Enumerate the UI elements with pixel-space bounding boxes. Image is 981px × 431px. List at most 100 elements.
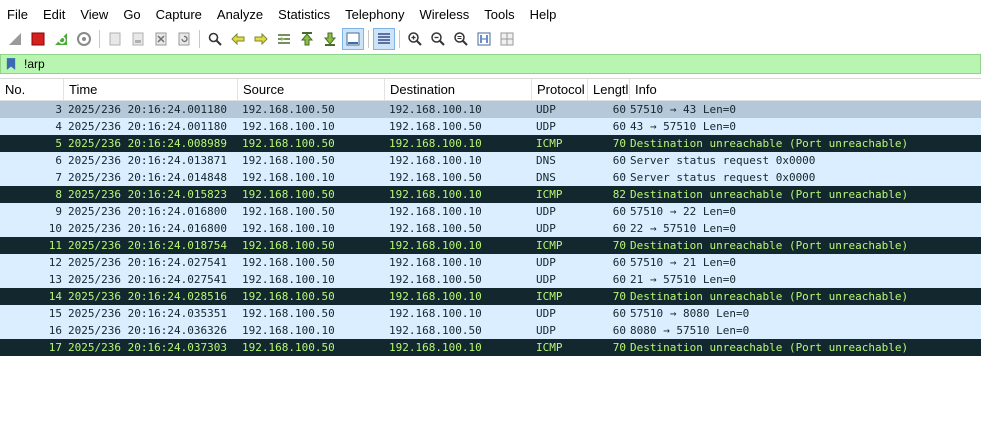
packet-row[interactable]: 13 2025/236 20:16:24.027541 192.168.100.10…	[0, 271, 981, 288]
packet-info: 22 → 57510 Len=0	[630, 222, 736, 235]
stop-icon[interactable]	[27, 28, 49, 50]
packet-source: 192.168.100.10	[242, 273, 335, 286]
column-header-destination[interactable]: Destination	[385, 78, 532, 101]
packet-info: Server status request 0x0000	[630, 171, 816, 184]
column-header-protocol[interactable]: Protocol	[532, 78, 588, 101]
last-packet-icon[interactable]	[319, 28, 341, 50]
go-to-packet-icon[interactable]	[273, 28, 295, 50]
layout-icon[interactable]	[496, 28, 518, 50]
packet-protocol: UDP	[536, 324, 556, 337]
packet-destination: 192.168.100.10	[389, 239, 482, 252]
resize-columns-icon[interactable]	[473, 28, 495, 50]
menu-statistics[interactable]: Statistics	[278, 7, 331, 22]
packet-number: 9	[55, 205, 62, 218]
packet-protocol: UDP	[536, 256, 556, 269]
packet-length: 70	[612, 137, 626, 150]
packet-row[interactable]: 8 2025/236 20:16:24.015823 192.168.100.50 1…	[0, 186, 981, 203]
packet-number: 16	[48, 324, 62, 337]
packet-row[interactable]: 14 2025/236 20:16:24.028516 192.168.100.50…	[0, 288, 981, 305]
column-header-source[interactable]: Source	[238, 78, 385, 101]
toolbar-separator	[368, 30, 369, 48]
packet-time: 2025/236 20:16:24.013871	[68, 154, 227, 167]
packet-row[interactable]: 7 2025/236 20:16:24.014848 192.168.100.10 1…	[0, 169, 981, 186]
packet-row[interactable]: 12 2025/236 20:16:24.027541 192.168.100.50…	[0, 254, 981, 271]
packet-destination: 192.168.100.50	[389, 324, 482, 337]
shark-fin-start-icon[interactable]	[4, 28, 26, 50]
packet-source: 192.168.100.50	[242, 154, 335, 167]
packet-row[interactable]: 17 2025/236 20:16:24.037303 192.168.100.50…	[0, 339, 981, 356]
column-header-no[interactable]: No.	[0, 78, 64, 101]
packet-info: Destination unreachable (Port unreachabl…	[630, 290, 909, 303]
packet-destination: 192.168.100.10	[389, 205, 482, 218]
close-file-icon[interactable]	[150, 28, 172, 50]
colorize-icon[interactable]	[373, 28, 395, 50]
packet-source: 192.168.100.50	[242, 256, 335, 269]
menu-telephony[interactable]: Telephony	[345, 7, 405, 22]
packet-info: 57510 → 43 Len=0	[630, 103, 736, 116]
normal-size-icon[interactable]	[450, 28, 472, 50]
open-file-icon[interactable]	[104, 28, 126, 50]
reload-icon[interactable]	[173, 28, 195, 50]
packet-length: 60	[612, 103, 626, 116]
column-header-info[interactable]: Info	[635, 81, 657, 97]
packet-protocol: UDP	[536, 103, 556, 116]
display-filter-input[interactable]	[20, 55, 980, 73]
packet-time: 2025/236 20:16:24.035351	[68, 307, 227, 320]
packet-number: 8	[55, 188, 62, 201]
menu-file[interactable]: File	[7, 7, 28, 22]
save-file-icon[interactable]	[127, 28, 149, 50]
restart-icon[interactable]	[50, 28, 72, 50]
menu-help[interactable]: Help	[529, 7, 557, 22]
packet-destination: 192.168.100.10	[389, 154, 482, 167]
packet-row[interactable]: 4 2025/236 20:16:24.001180 192.168.100.10 1…	[0, 118, 981, 135]
packet-number: 17	[48, 341, 62, 354]
display-filter-bar	[0, 54, 981, 74]
packet-row[interactable]: 15 2025/236 20:16:24.035351 192.168.100.50…	[0, 305, 981, 322]
packet-list: No. Time Source Destination Protocol Len…	[0, 78, 981, 431]
zoom-in-icon[interactable]	[404, 28, 426, 50]
packet-length: 60	[612, 256, 626, 269]
column-header-length[interactable]: Lengtl	[588, 78, 630, 101]
packet-protocol: UDP	[536, 273, 556, 286]
back-arrow-icon[interactable]	[227, 28, 249, 50]
packet-length: 60	[612, 120, 626, 133]
packet-protocol: UDP	[536, 120, 556, 133]
packet-row[interactable]: 6 2025/236 20:16:24.013871 192.168.100.50 1…	[0, 152, 981, 169]
bookmark-icon[interactable]	[2, 55, 20, 73]
packet-destination: 192.168.100.10	[389, 103, 482, 116]
packet-source: 192.168.100.50	[242, 103, 335, 116]
menu-analyze[interactable]: Analyze	[216, 7, 264, 22]
forward-arrow-icon[interactable]	[250, 28, 272, 50]
packet-info: 57510 → 21 Len=0	[630, 256, 736, 269]
autoscroll-icon[interactable]	[342, 28, 364, 50]
packet-time: 2025/236 20:16:24.028516	[68, 290, 227, 303]
toolbar-separator	[199, 30, 200, 48]
packet-row[interactable]: 9 2025/236 20:16:24.016800 192.168.100.50 1…	[0, 203, 981, 220]
menu-wireless[interactable]: Wireless	[419, 7, 470, 22]
packet-length: 60	[612, 171, 626, 184]
column-header-time[interactable]: Time	[64, 78, 238, 101]
menu-go[interactable]: Go	[123, 7, 141, 22]
menu-edit[interactable]: Edit	[42, 7, 66, 22]
packet-row[interactable]: 11 2025/236 20:16:24.018754 192.168.100.50…	[0, 237, 981, 254]
menu-view[interactable]: View	[80, 7, 109, 22]
packet-destination: 192.168.100.10	[389, 290, 482, 303]
packet-number: 14	[48, 290, 62, 303]
packet-source: 192.168.100.50	[242, 290, 335, 303]
zoom-out-icon[interactable]	[427, 28, 449, 50]
packet-row[interactable]: 10 2025/236 20:16:24.016800 192.168.100.10…	[0, 220, 981, 237]
packet-row[interactable]: 16 2025/236 20:16:24.036326 192.168.100.10…	[0, 322, 981, 339]
packet-time: 2025/236 20:16:24.027541	[68, 273, 227, 286]
menu-tools[interactable]: Tools	[484, 7, 515, 22]
packet-number: 4	[55, 120, 62, 133]
packet-row[interactable]: 5 2025/236 20:16:24.008989 192.168.100.50 1…	[0, 135, 981, 152]
options-gear-icon[interactable]	[73, 28, 95, 50]
packet-protocol: ICMP	[536, 137, 563, 150]
packet-info: Destination unreachable (Port unreachabl…	[630, 341, 909, 354]
packet-time: 2025/236 20:16:24.015823	[68, 188, 227, 201]
packet-info: 57510 → 22 Len=0	[630, 205, 736, 218]
packet-row[interactable]: 3 2025/236 20:16:24.001180 192.168.100.50 1…	[0, 101, 981, 118]
first-packet-icon[interactable]	[296, 28, 318, 50]
find-icon[interactable]	[204, 28, 226, 50]
menu-capture[interactable]: Capture	[155, 7, 202, 22]
